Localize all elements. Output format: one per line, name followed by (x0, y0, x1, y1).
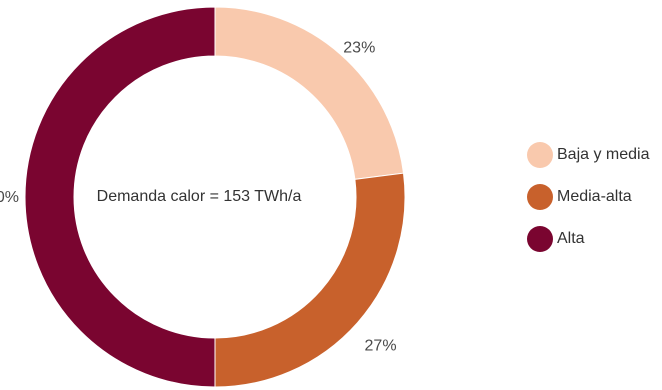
donut-slices (24, 6, 406, 388)
percent-label: 50% (0, 189, 19, 206)
legend-item: Media-alta (527, 184, 650, 210)
percent-labels: 23% 27% 50% (0, 39, 397, 354)
slice-baja-y-media (214, 6, 405, 180)
legend-swatch (527, 226, 553, 252)
legend-label: Media-alta (557, 188, 632, 205)
legend-item: Alta (527, 226, 650, 252)
legend-swatch (527, 184, 553, 210)
center-label: Demanda calor = 153 TWh/a (97, 188, 302, 205)
legend-label: Baja y media (557, 146, 650, 163)
legend: Baja y media Media-alta Alta (527, 142, 650, 252)
percent-label: 27% (365, 337, 397, 354)
percent-label: 23% (343, 39, 375, 56)
legend-swatch (527, 142, 553, 168)
slice-media-alta (214, 172, 406, 388)
slice-alta (24, 6, 216, 388)
legend-label: Alta (557, 230, 585, 247)
legend-item: Baja y media (527, 142, 650, 168)
